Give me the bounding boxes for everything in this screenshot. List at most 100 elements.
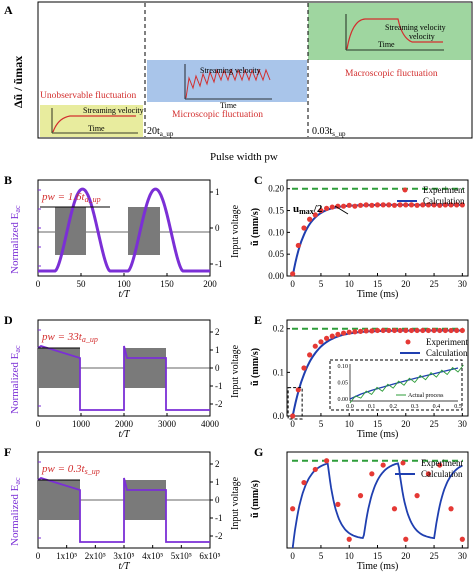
panel-a-ylabel: Δũ / ũmax: [11, 56, 25, 108]
x-tick-label: 6x10⁵: [199, 551, 220, 561]
xlabel: t/T: [118, 561, 131, 572]
experiment-point: [391, 506, 398, 512]
experiment-point: [397, 202, 403, 208]
y-tick-right-label: 1: [215, 187, 220, 197]
experiment-point: [307, 352, 313, 358]
ylabel: ũ (mm/s): [250, 480, 261, 518]
experiment-point: [454, 327, 460, 334]
region-macroscopic: [308, 3, 471, 60]
inset-macroscopic: Streaming velocity velocity Time: [345, 14, 446, 51]
experiment-point: [425, 471, 432, 477]
x-tick-label: 20: [401, 279, 411, 289]
inset-2-title: Streaming velocity: [200, 66, 261, 75]
experiment-point: [312, 343, 318, 349]
xlabel: Time (ms): [357, 429, 399, 440]
experiment-point: [340, 203, 347, 209]
legend-calculation-label: Calculation: [421, 469, 463, 479]
experiment-point: [357, 328, 364, 334]
experiment-point: [335, 331, 341, 337]
legend-experiment-label: Experiment: [423, 185, 465, 195]
voltage-pulse-2: [124, 348, 166, 388]
x-tick-label: 1000: [72, 419, 91, 429]
x-tick-label: 25: [430, 551, 440, 561]
inset-1-xlabel: Time: [88, 124, 105, 133]
experiment-point: [431, 327, 437, 334]
experiment-point: [295, 242, 301, 249]
inset-2-xlabel: Time: [220, 101, 237, 110]
experiment-point: [318, 207, 324, 214]
experiment-point: [459, 327, 465, 334]
experiment-point: [295, 387, 301, 393]
experiment-point: [448, 327, 454, 334]
x-tick-label: 4x10⁵: [142, 551, 163, 561]
x-tick-label: 5x10⁵: [171, 551, 192, 561]
inset-x-tick-label: 0.3: [411, 404, 419, 410]
y-tick-right-label: -2: [215, 399, 223, 409]
experiment-point: [374, 202, 381, 208]
y-tick-right-label: -1: [215, 259, 223, 269]
label-microscopic: Microscopic fluctuation: [172, 109, 263, 120]
pw-annotation: pw = 0.3ts_up: [41, 463, 100, 476]
panel-a: Unobservable fluctuation Microscopic flu…: [4, 1, 473, 163]
panel-a-frame: [37, 1, 473, 139]
umax-arrow: [334, 205, 349, 215]
panel-a-xlabel: Pulse width pw: [210, 151, 278, 163]
y-tick-right-label: -1: [215, 513, 223, 523]
y-tick-right-label: -1: [215, 381, 223, 391]
x-tick-label: 25: [430, 419, 440, 429]
y-tick-label: 0.00: [268, 271, 284, 281]
experiment-point: [357, 202, 364, 208]
x-tick-label: 30: [458, 419, 468, 429]
y-tick-right-label: 0: [215, 363, 220, 373]
experiment-point: [408, 327, 415, 334]
x-tick-label: 0: [290, 419, 295, 429]
inset-1-title: Streaming velocity: [83, 106, 144, 115]
inset-y-tick-label: 0.00: [338, 397, 349, 403]
experiment-point: [437, 327, 443, 334]
normalized-eac-curve: [37, 477, 210, 543]
ylabel-left: Normalized Eac: [9, 477, 22, 546]
inset-legend-label: Actual process: [408, 393, 444, 399]
ylabel: ũ (mm/s): [250, 348, 261, 386]
experiment-point: [425, 327, 432, 334]
x-tick-label: 0: [36, 551, 41, 561]
experiment-point: [301, 225, 307, 231]
y-tick-label: 0.2: [273, 324, 284, 334]
x-tick-label: 0: [36, 419, 41, 429]
y-tick-label: 0.05: [268, 249, 284, 259]
x-tick-label: 2x10⁵: [85, 551, 106, 561]
experiment-point: [369, 328, 375, 334]
experiment-point: [352, 203, 358, 209]
voltage-pulse-1: [38, 348, 80, 388]
experiment-point: [448, 202, 454, 208]
xlabel: Time (ms): [357, 561, 399, 572]
xlabel: t/T: [118, 289, 131, 300]
panel-label: C: [254, 173, 263, 187]
inset-x-tick-label: 0.2: [389, 404, 397, 410]
experiment-point: [312, 212, 318, 218]
y-tick-right-label: 1: [215, 345, 220, 355]
xlabel: Time (ms): [357, 289, 399, 300]
experiment-point: [403, 536, 409, 542]
panel-d: D Normalized Eac Input voltage 0 1000 2000 300…: [4, 313, 241, 440]
ylabel-left: Normalized Eac: [9, 205, 22, 274]
panel-f: F Normalized Eac Input voltage 0 1x10⁵ 2x10⁵ 3…: [4, 445, 241, 572]
experiment-point: [380, 327, 386, 334]
panel-e: Eũ (mm/s) 0 5 10 15 20 25 30 Time (ms) 0.2 0.1 0.0 E…: [250, 313, 469, 440]
experiment-point: [437, 202, 443, 208]
legend-experiment-marker: [405, 339, 411, 345]
experiment-point: [369, 202, 375, 208]
experiment-point: [448, 506, 454, 512]
x-tick-label: 15: [373, 279, 383, 289]
experiment-point: [307, 216, 313, 222]
inset-actual-process: [349, 364, 464, 404]
legend-experiment-label: Experiment: [426, 337, 468, 347]
calculation-curve: [291, 203, 463, 277]
panel-label: E: [254, 313, 262, 327]
panel-label: B: [4, 173, 12, 187]
experiment-point: [391, 202, 398, 208]
experiment-point: [414, 327, 420, 334]
x-tick-label: 5: [319, 419, 324, 429]
